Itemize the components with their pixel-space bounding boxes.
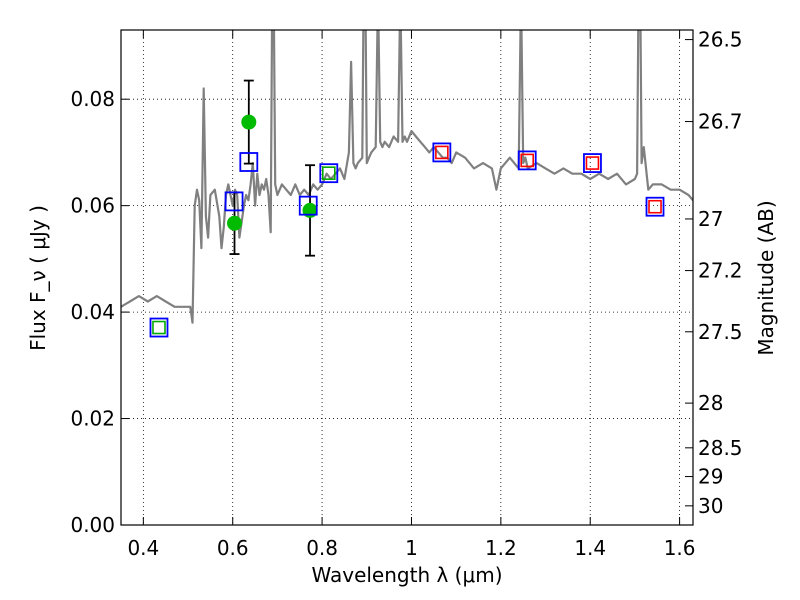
model-box [239,152,259,172]
right-tick-label: 30 [698,494,723,518]
x-tick-label: 0.8 [306,536,338,560]
plot-background [121,30,693,525]
model-box [319,163,339,184]
x-tick-label: 1.2 [485,536,517,560]
model-box [645,196,665,217]
model-box [224,191,244,212]
x-tick-label: 1 [405,536,418,560]
model-box [298,195,318,216]
right-tick-label: 28 [698,391,723,415]
x-tick-label: 0.4 [127,536,159,560]
right-tick-label: 26.7 [698,110,743,134]
x-tick-label: 0.6 [217,536,249,560]
y-tick-label: 0.06 [70,194,115,218]
model-box [149,317,169,338]
model-box-inner-red [520,153,535,168]
plot-frame [120,29,694,526]
x-tick-label: 1.4 [574,536,606,560]
y-tick-label: 0.02 [70,407,115,431]
model-box-inner-red [585,156,600,170]
right-axis-label-text: Magnitude (AB) [754,200,778,355]
right-axis-label: Magnitude (AB) [754,200,778,355]
right-tick-label: 29 [698,465,723,489]
model-box-inner-red [648,199,662,214]
y-tick-label: 0.08 [70,87,115,111]
right-tick-label: 27 [698,207,723,231]
observed-point [241,114,257,130]
observed-point [302,202,318,218]
right-tick-label: 27.5 [698,320,743,344]
right-tick-label: 26.5 [698,28,743,52]
model-box-inner-green [321,166,336,180]
model-box-inner-red [435,145,449,160]
model-box [583,153,602,173]
series-layer [121,30,693,338]
ticks: 0.4 0.6 0.8 1 1.2 1.4 1.6 0.00 0.02 0.04 0.06 0.08 2… [70,28,742,560]
y-tick-label: 0.04 [70,300,115,324]
x-tick-label: 1.6 [664,536,696,560]
right-tick-label: 28.5 [698,436,743,460]
y-axis-label: Flux F_ν ( μJy ) [26,205,50,351]
y-tick-label: 0.00 [70,513,115,537]
model-box [432,142,452,163]
model-box [517,150,537,171]
observed-point [227,215,243,231]
y-axis-label-text: Flux F_ν ( μJy ) [26,205,50,351]
x-axis-label-text: Wavelength λ (μm) [311,563,502,587]
x-axis-label: Wavelength λ (μm) [311,563,502,587]
model-box-inner-green [152,320,166,335]
right-tick-label: 27.2 [698,259,743,283]
